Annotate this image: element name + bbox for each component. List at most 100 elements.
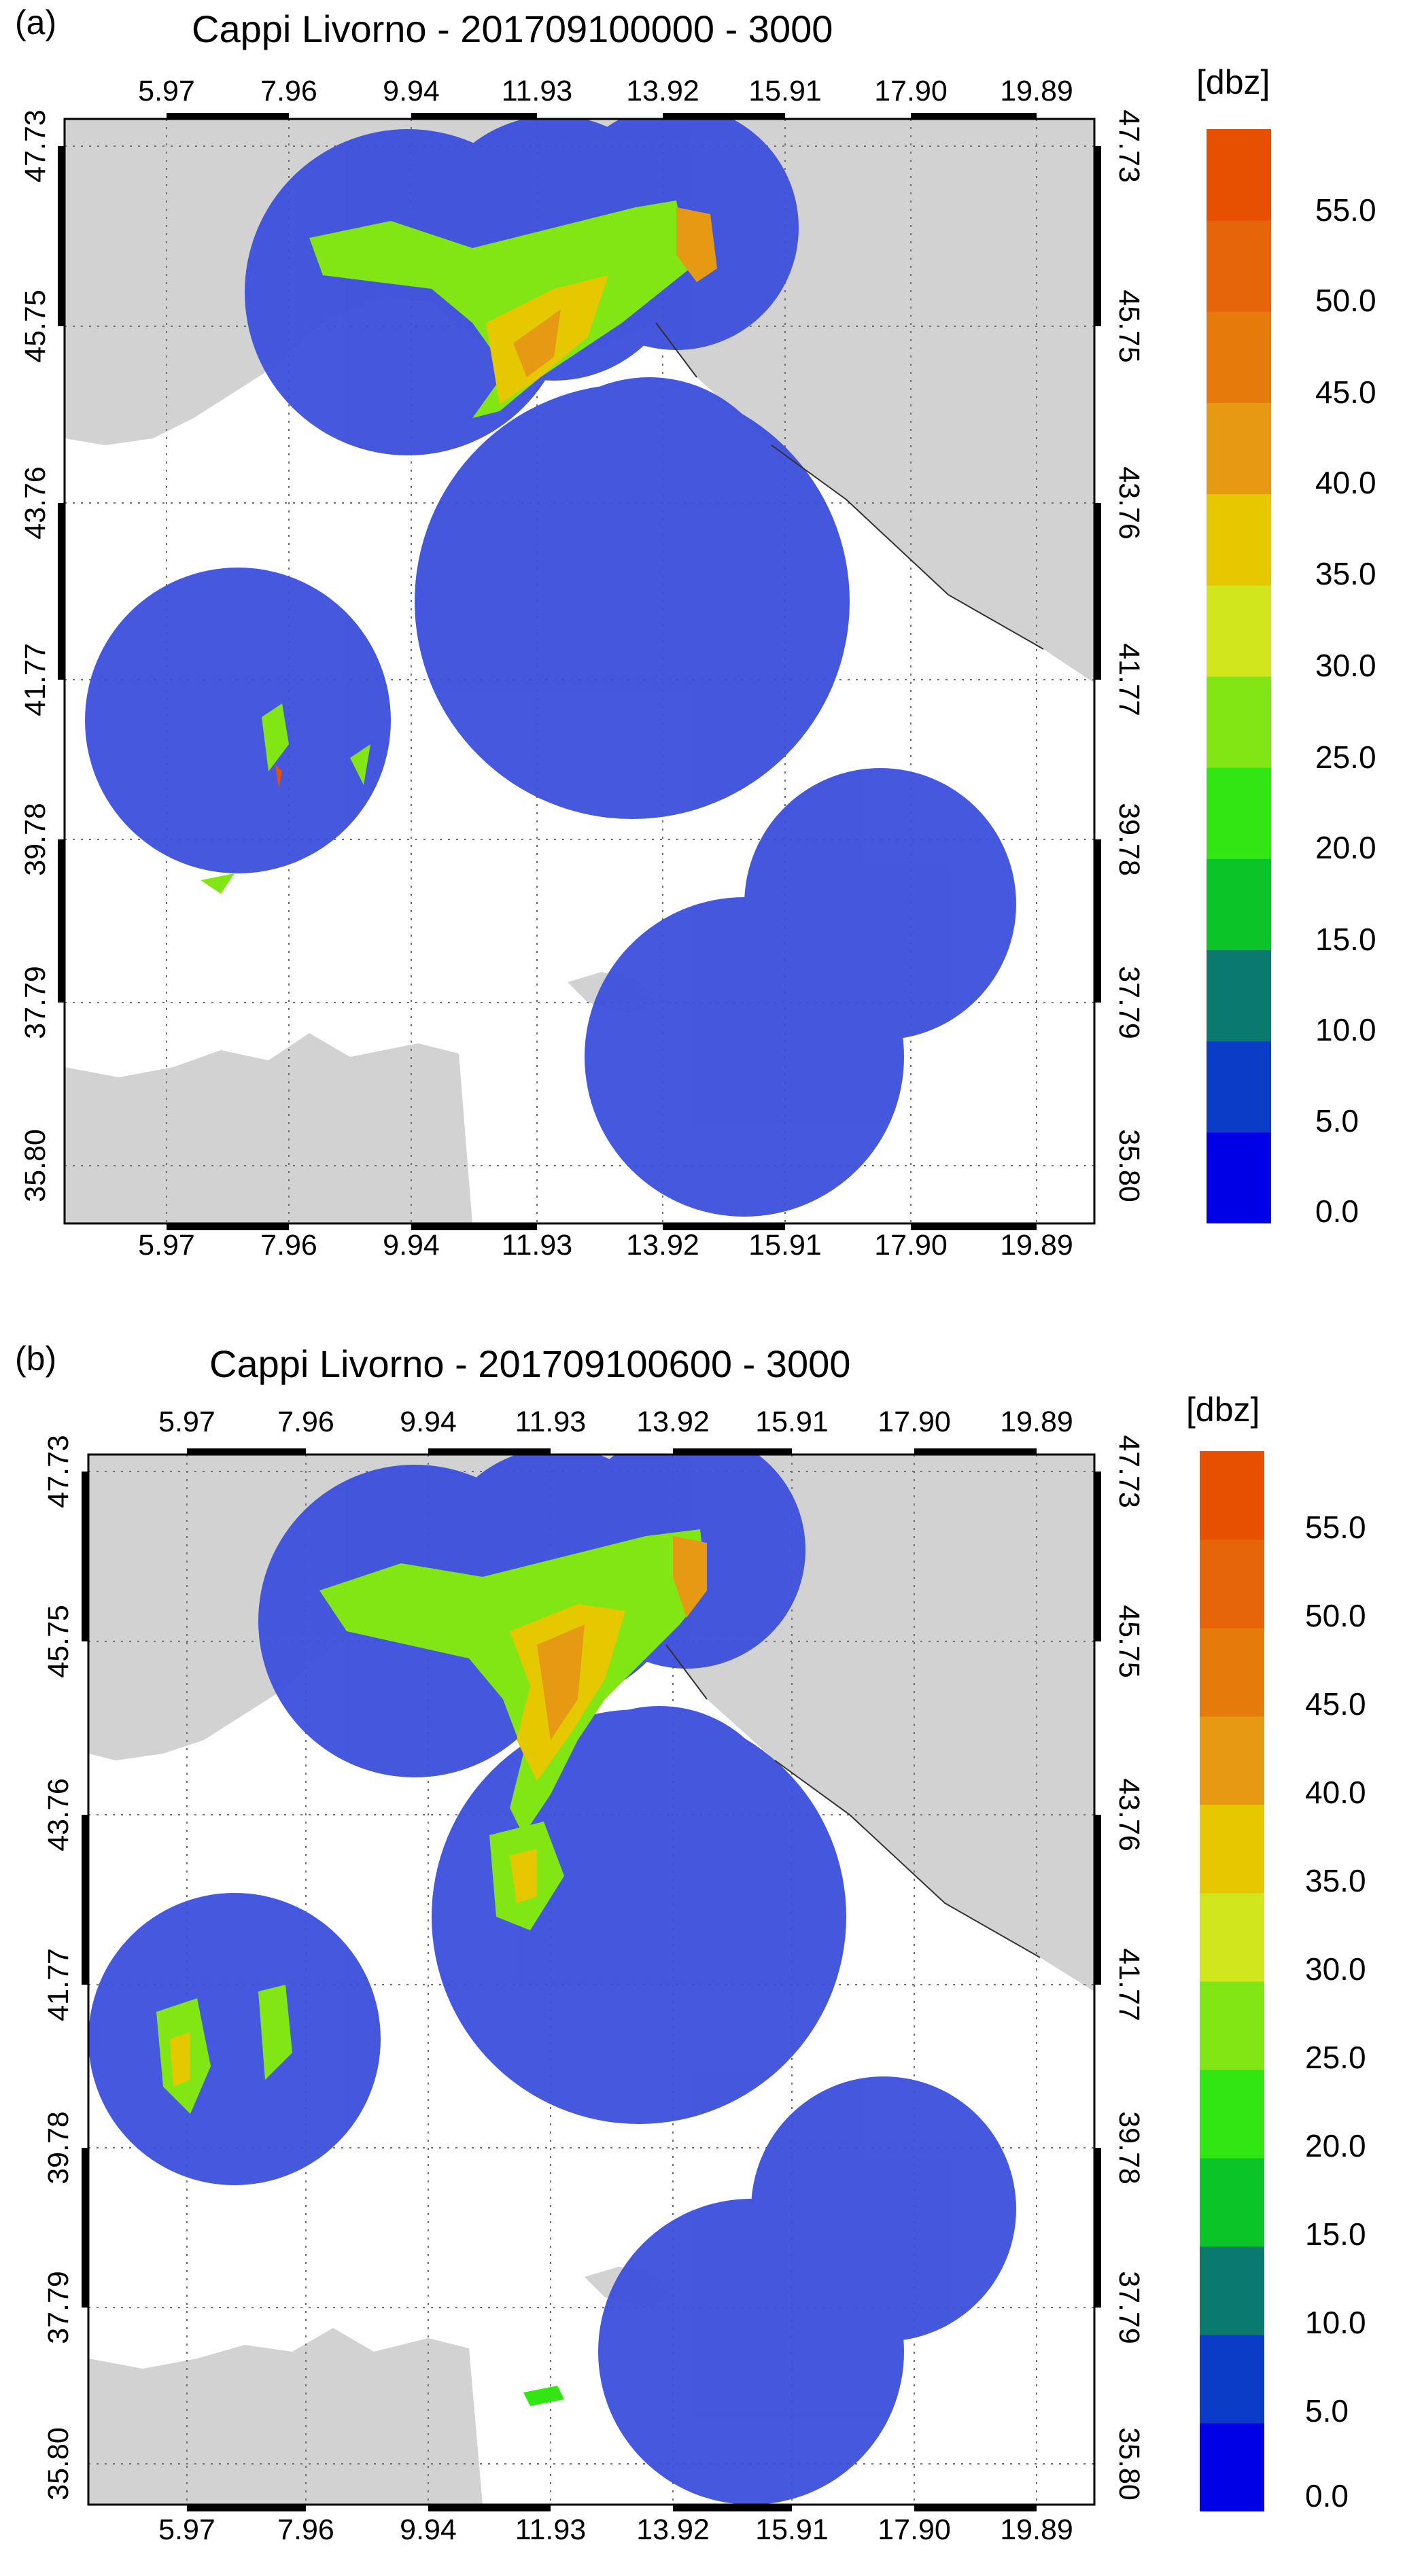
y-tick-label: 47.73 bbox=[42, 1435, 75, 1508]
colorbar-label: 0.0 bbox=[1315, 1194, 1359, 1229]
precipitation-echoes bbox=[156, 1529, 707, 2406]
colorbar-label: 40.0 bbox=[1305, 1775, 1366, 1810]
x-tick-label: 9.94 bbox=[383, 75, 440, 107]
x-tick-label: 11.93 bbox=[501, 1229, 573, 1261]
colorbar-label: 50.0 bbox=[1305, 1598, 1366, 1633]
x-tick-label: 7.96 bbox=[277, 1406, 334, 1438]
colorbar-segment bbox=[1200, 1805, 1264, 1894]
colorbar-segment bbox=[1200, 1628, 1264, 1717]
land-south bbox=[65, 1033, 472, 1223]
colorbar-label: 35.0 bbox=[1305, 1863, 1366, 1898]
x-tick-label: 13.92 bbox=[636, 1406, 710, 1438]
x-tick-label: 15.91 bbox=[748, 1229, 822, 1261]
y-tick-label: 37.79 bbox=[19, 966, 52, 1039]
y-tick-label: 43.76 bbox=[42, 1778, 75, 1851]
x-tick-label: 7.96 bbox=[277, 2513, 334, 2546]
colorbar-label: 35.0 bbox=[1315, 556, 1376, 591]
y-tick-label: 37.79 bbox=[42, 2271, 75, 2344]
map-frame bbox=[82, 1448, 1101, 2511]
colorbar-unit: [dbz] bbox=[1196, 63, 1270, 101]
x-tick-label: 5.97 bbox=[138, 1229, 195, 1261]
x-tick-label: 17.90 bbox=[874, 1229, 948, 1261]
y-tick-label: 41.77 bbox=[1113, 1948, 1145, 2021]
y-tick-label: 43.76 bbox=[1113, 466, 1145, 540]
colorbar-label: 5.0 bbox=[1305, 2393, 1349, 2429]
colorbar-label: 5.0 bbox=[1315, 1103, 1359, 1138]
radar-map bbox=[88, 1455, 1094, 2505]
y-tick-label: 39.78 bbox=[42, 2111, 75, 2185]
colorbar-segment bbox=[1200, 1893, 1264, 1982]
panel-title: Cappi Livorno - 201709100600 - 3000 bbox=[209, 1342, 851, 1385]
colorbar-label: 15.0 bbox=[1305, 2216, 1366, 2252]
colorbar-label: 20.0 bbox=[1305, 2128, 1366, 2163]
y-tick-label: 37.79 bbox=[1113, 966, 1145, 1039]
colorbar-label: 55.0 bbox=[1315, 192, 1376, 228]
y-tick-label: 45.75 bbox=[1113, 290, 1145, 363]
y-tick-label: 45.75 bbox=[19, 290, 52, 363]
x-tick-label: 17.90 bbox=[878, 2513, 951, 2546]
colorbar-label: 55.0 bbox=[1305, 1510, 1366, 1545]
x-tick-label: 9.94 bbox=[400, 2513, 457, 2546]
x-tick-label: 7.96 bbox=[260, 75, 317, 107]
y-tick-label: 35.80 bbox=[19, 1129, 52, 1202]
colorbar-segment bbox=[1207, 129, 1271, 221]
y-tick-label: 35.80 bbox=[1113, 1129, 1145, 1202]
colorbar-segment bbox=[1207, 858, 1271, 950]
y-tick-label: 39.78 bbox=[1113, 803, 1145, 876]
x-tick-label: 5.97 bbox=[158, 1406, 215, 1438]
precipitation-echoes bbox=[201, 201, 717, 894]
colorbar-segment bbox=[1207, 950, 1271, 1042]
radar-map bbox=[65, 119, 1094, 1223]
colorbar-label: 30.0 bbox=[1305, 1951, 1366, 1987]
colorbar-segment bbox=[1207, 402, 1271, 495]
x-tick-label: 13.92 bbox=[626, 75, 699, 107]
colorbar-segment bbox=[1207, 493, 1271, 586]
colorbar-label: 0.0 bbox=[1305, 2478, 1349, 2513]
y-tick-label: 41.77 bbox=[19, 643, 52, 716]
colorbar-segment bbox=[1200, 2423, 1264, 2511]
x-tick-label: 13.92 bbox=[636, 2513, 710, 2546]
x-tick-label: 19.89 bbox=[1000, 75, 1073, 107]
colorbar-segment bbox=[1200, 2070, 1264, 2159]
colorbar-segment bbox=[1207, 1041, 1271, 1133]
colorbar-label: 25.0 bbox=[1315, 739, 1376, 775]
colorbar-segment bbox=[1200, 1716, 1264, 1805]
panel-label: (b) bbox=[15, 1340, 57, 1378]
colorbar-label: 10.0 bbox=[1315, 1012, 1376, 1047]
y-tick-label: 45.75 bbox=[42, 1605, 75, 1678]
colorbar-label: 20.0 bbox=[1315, 830, 1376, 865]
x-tick-label: 11.93 bbox=[515, 2513, 587, 2546]
colorbar-label: 25.0 bbox=[1305, 2040, 1366, 2075]
x-tick-label: 7.96 bbox=[260, 1229, 317, 1261]
colorbar-unit: [dbz] bbox=[1186, 1391, 1260, 1429]
colorbar-segment bbox=[1207, 220, 1271, 312]
colorbar bbox=[1200, 1451, 1264, 2511]
colorbar-segment bbox=[1200, 2158, 1264, 2247]
x-tick-label: 19.89 bbox=[1000, 1229, 1073, 1261]
y-tick-label: 39.78 bbox=[19, 803, 52, 876]
colorbar-segment bbox=[1207, 1132, 1271, 1223]
colorbar bbox=[1207, 129, 1271, 1223]
land-south bbox=[88, 2328, 483, 2505]
y-tick-label: 45.75 bbox=[1113, 1605, 1145, 1678]
x-tick-label: 5.97 bbox=[138, 75, 195, 107]
colorbar-segment bbox=[1200, 2246, 1264, 2335]
x-tick-label: 19.89 bbox=[1000, 1406, 1073, 1438]
colorbar-label: 40.0 bbox=[1315, 465, 1376, 500]
colorbar-segment bbox=[1200, 2335, 1264, 2424]
colorbar-segment bbox=[1207, 585, 1271, 677]
colorbar-label: 45.0 bbox=[1305, 1686, 1366, 1722]
x-tick-label: 9.94 bbox=[383, 1229, 440, 1261]
x-tick-label: 19.89 bbox=[1000, 2513, 1073, 2546]
map-frame bbox=[58, 113, 1101, 1230]
y-tick-label: 41.77 bbox=[1113, 643, 1145, 716]
panel-label: (a) bbox=[15, 3, 57, 41]
panel-title: Cappi Livorno - 201709100000 - 3000 bbox=[192, 7, 833, 50]
y-tick-label: 43.76 bbox=[1113, 1778, 1145, 1851]
colorbar-segment bbox=[1200, 1539, 1264, 1629]
colorbar-segment bbox=[1200, 1981, 1264, 2070]
colorbar-segment bbox=[1207, 767, 1271, 859]
x-tick-label: 13.92 bbox=[626, 1229, 699, 1261]
colorbar-segment bbox=[1207, 676, 1271, 768]
colorbar-label: 10.0 bbox=[1305, 2305, 1366, 2340]
